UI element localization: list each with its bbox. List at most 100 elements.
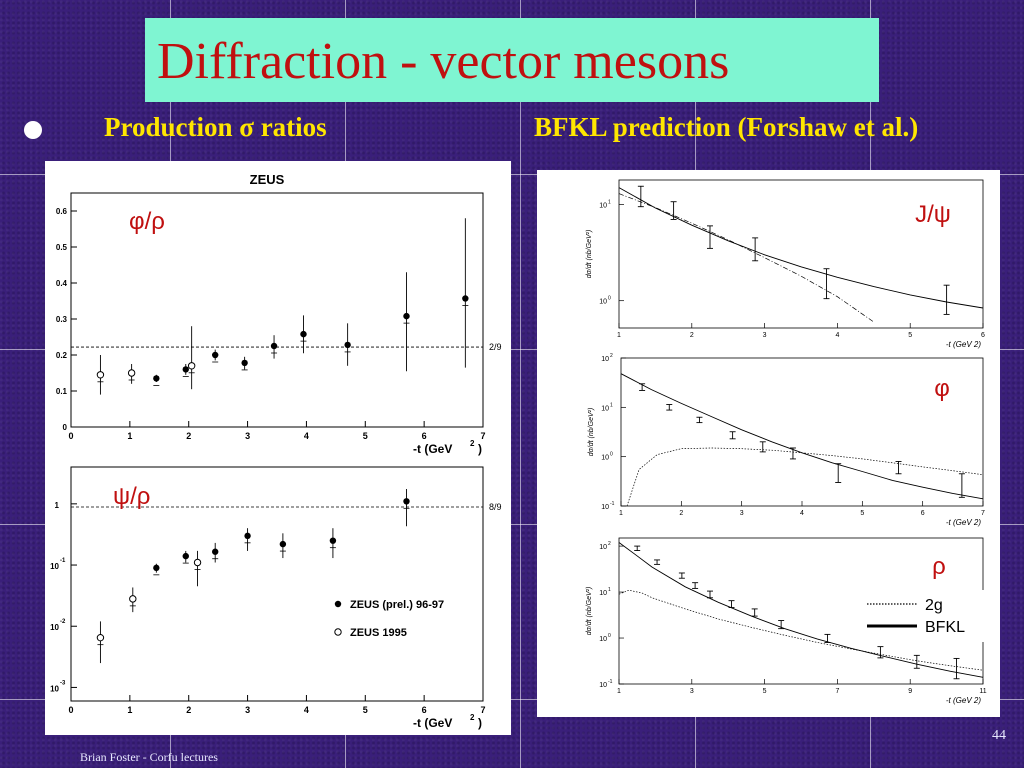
bullet-icon	[24, 121, 42, 139]
x-tick-label: 1	[127, 431, 132, 441]
y-tick-label: 10	[601, 356, 609, 363]
grid-line	[0, 699, 1024, 700]
y-tick-label: 10	[601, 405, 609, 412]
x-tick-label: 3	[763, 332, 767, 339]
y-tick-label: 10	[599, 203, 607, 210]
phi-rho-chart: ZEUS 0 1 2 3 4 5 6 7 0 0.1 0.2 0.3 0.4 0.5 0.6 2/9 -t (Ge…	[56, 172, 502, 456]
bfkl-curve	[618, 187, 984, 309]
y-tick-label: 10	[599, 682, 607, 689]
x-tick-label: 3	[690, 688, 694, 695]
y-tick-label: 1	[55, 501, 60, 510]
x-tick-label: 7	[480, 705, 485, 715]
x-tick-label: 3	[245, 431, 250, 441]
x-tick-label: 1	[617, 688, 621, 695]
y-tick-exponent: 2	[610, 353, 613, 359]
slide-title: Diffraction - vector mesons	[157, 33, 730, 90]
twog-curve	[618, 193, 874, 323]
y-tick-label: 0.3	[56, 315, 68, 324]
data-point	[279, 540, 287, 548]
y-tick-label: 0.1	[56, 387, 68, 396]
jpsi-chart: 1 2 3 4 5 610 110 0-t (GeV 2)dσ/dt (nb/GeV²)J/ψ	[586, 179, 985, 349]
y-tick-label: 10	[599, 544, 607, 551]
data-point	[212, 351, 219, 359]
y-axis-label: dσ/dt (nb/GeV²)	[588, 408, 595, 457]
plot-frame	[70, 466, 484, 702]
y-axis-label: dσ/dt (nb/GeV²)	[586, 587, 593, 636]
y-tick-exponent: -3	[60, 680, 66, 686]
data-point-open	[193, 558, 202, 567]
x-tick-label: 4	[304, 705, 309, 715]
page-number: 44	[992, 728, 1006, 743]
y-axis-label: dσ/dt (nb/GeV²)	[586, 230, 593, 279]
x-axis-label: -t (GeV 2)	[946, 340, 981, 349]
y-tick-exponent: -1	[608, 679, 613, 685]
y-tick-exponent: 1	[610, 402, 613, 408]
y-tick-exponent: -2	[60, 619, 66, 625]
subtitle-right: BFKL prediction (Forshaw et al.)	[534, 112, 919, 142]
x-tick-label: 1	[617, 332, 621, 339]
x-tick-label: 0	[68, 705, 73, 715]
x-tick-label: 0	[68, 431, 73, 441]
x-axis-label-end: )	[478, 716, 482, 730]
x-tick-label: 6	[422, 705, 427, 715]
y-tick-label: 10	[601, 455, 609, 462]
x-tick-label: 5	[860, 510, 864, 517]
bfkl-curve	[620, 373, 984, 500]
x-tick-label: 1	[619, 510, 623, 517]
legend-label: ZEUS (prel.) 96-97	[350, 599, 444, 611]
data-point	[241, 359, 248, 367]
x-tick-label: 11	[979, 688, 986, 695]
x-axis-label: -t (GeV	[413, 716, 452, 730]
x-tick-label: 2	[186, 431, 191, 441]
y-tick-label: 10	[599, 299, 607, 306]
reference-line-label: 8/9	[489, 502, 502, 512]
data-point	[212, 548, 219, 555]
bfkl-panel: 1 2 3 4 5 6 10 1 10 0 -t (GeV 2) dσ/dt (nb/GeV²) J/ψ…	[537, 170, 1000, 717]
x-tick-label: 6	[921, 510, 925, 517]
x-axis-label: -t (GeV 2)	[946, 518, 981, 527]
x-axis-label: -t (GeV	[413, 442, 452, 456]
y-tick-label: 0.6	[56, 207, 68, 216]
x-tick-label: 2	[690, 332, 694, 339]
plot-frame	[620, 357, 984, 507]
x-axis-label-sup: 2	[470, 439, 475, 448]
meson-label: φ	[934, 375, 950, 402]
data-point-open	[96, 633, 105, 642]
y-tick-exponent: 0	[608, 633, 611, 639]
grid-line	[0, 524, 1024, 525]
zeus-panel: ZEUS 0 1 2 3 4 5 6 7 0 0.1 0.2 0.3 0.4 0.5 0.6 2/9 -t (Ge…	[45, 161, 511, 735]
y-tick-exponent: 1	[608, 200, 611, 206]
y-tick-label: 10	[50, 623, 59, 632]
y-tick-exponent: -1	[610, 501, 615, 507]
x-tick-label: 7	[981, 510, 985, 517]
subtitle-left: Production σ ratios	[104, 112, 327, 142]
x-tick-label: 4	[304, 431, 309, 441]
twog-curve	[626, 447, 984, 507]
meson-label: J/ψ	[915, 201, 951, 228]
data-point	[153, 375, 160, 382]
legend-label: BFKL	[925, 619, 965, 636]
x-tick-label: 6	[981, 332, 985, 339]
data-point	[329, 537, 337, 544]
x-tick-label: 4	[800, 510, 804, 517]
data-point-open	[127, 369, 136, 377]
data-point	[270, 342, 278, 350]
x-tick-label: 7	[480, 431, 485, 441]
legend-marker-open	[334, 628, 342, 636]
y-tick-label: 10	[599, 636, 607, 643]
meson-label: ρ	[932, 553, 946, 580]
x-tick-label: 2	[679, 510, 683, 517]
x-tick-label: 3	[740, 510, 744, 517]
legend-label: ZEUS 1995	[350, 627, 407, 639]
legend-label: 2g	[925, 597, 943, 614]
y-tick-label: 10	[50, 684, 59, 693]
grid-line	[0, 174, 1024, 175]
x-axis-label-sup: 2	[470, 713, 475, 722]
x-tick-label: 7	[835, 688, 839, 695]
grid-line	[0, 349, 1024, 350]
x-axis-label-end: )	[478, 442, 482, 456]
y-tick-exponent: 0	[608, 296, 611, 302]
data-point-open	[96, 371, 105, 379]
